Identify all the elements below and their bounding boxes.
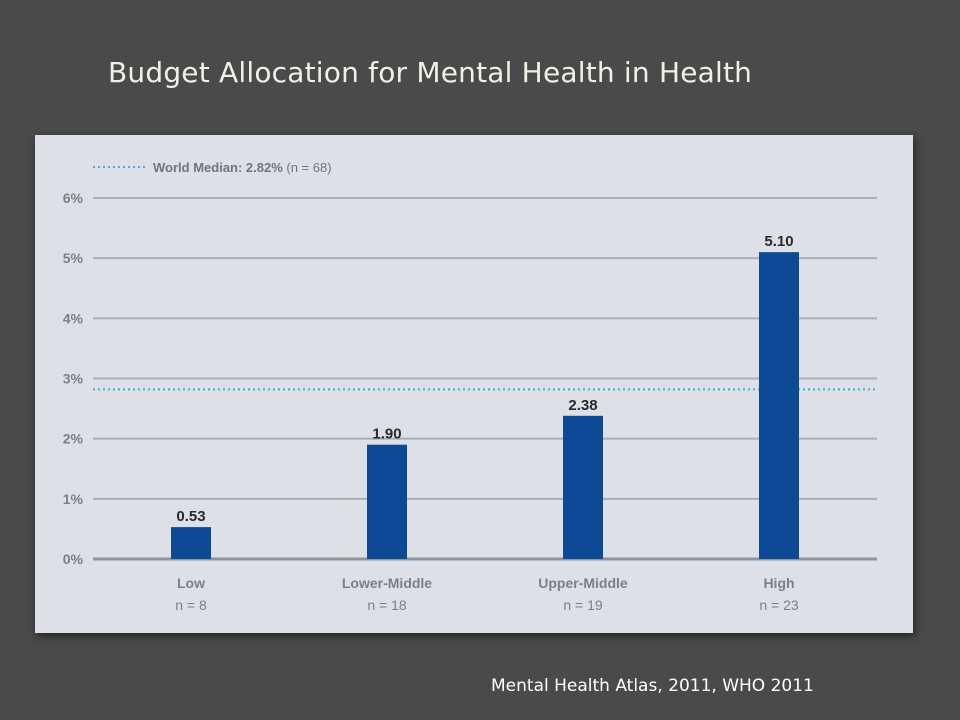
x-tick-label: Lower-Middle <box>342 575 432 591</box>
legend-median-main: World Median: 2.82% <box>153 160 283 175</box>
chart-bars <box>171 252 799 559</box>
x-tick-sublabel: n = 23 <box>759 597 799 613</box>
bar-value-label: 1.90 <box>372 426 401 443</box>
bar-data-labels: 0.53 1.90 2.38 5.10 <box>176 233 793 525</box>
legend-median-label: World Median: 2.82% (n = 68) <box>153 160 332 175</box>
bar-value-label: 0.53 <box>176 508 205 525</box>
bar-value-label: 5.10 <box>764 233 793 250</box>
legend-median-n: (n = 68) <box>286 160 331 175</box>
bar-value-label: 2.38 <box>568 397 597 414</box>
y-tick-label: 6% <box>63 190 84 206</box>
x-tick-label: High <box>763 575 794 591</box>
x-axis-ticks: Low n = 8 Lower-Middle n = 18 Upper-Middle n … <box>175 575 799 613</box>
chart-legend: World Median: 2.82% (n = 68) <box>93 160 332 175</box>
x-tick-sublabel: n = 8 <box>175 597 207 613</box>
y-tick-label: 5% <box>63 250 84 266</box>
x-tick-label: Low <box>177 575 205 591</box>
bar <box>563 415 603 559</box>
y-axis-ticks: 0% 1% 2% 3% 4% 5% 6% <box>63 190 84 567</box>
y-tick-label: 4% <box>63 310 84 326</box>
source-caption: Mental Health Atlas, 2011, WHO 2011 <box>491 676 814 696</box>
bar <box>367 444 407 559</box>
y-tick-label: 3% <box>63 371 84 387</box>
chart-grid <box>93 197 877 561</box>
bar <box>171 527 211 559</box>
slide-title: Budget Allocation for Mental Health in H… <box>108 56 753 89</box>
y-tick-label: 1% <box>63 491 84 507</box>
x-tick-sublabel: n = 19 <box>563 597 603 613</box>
bar-chart: World Median: 2.82% (n = 68) 0% 1% 2% 3% 4% 5… <box>63 160 877 613</box>
x-tick-label: Upper-Middle <box>538 575 628 591</box>
chart-panel: World Median: 2.82% (n = 68) 0% 1% 2% 3% 4% 5… <box>35 135 913 633</box>
y-tick-label: 0% <box>63 551 84 567</box>
x-tick-sublabel: n = 18 <box>367 597 407 613</box>
bar <box>759 252 799 559</box>
y-tick-label: 2% <box>63 431 84 447</box>
